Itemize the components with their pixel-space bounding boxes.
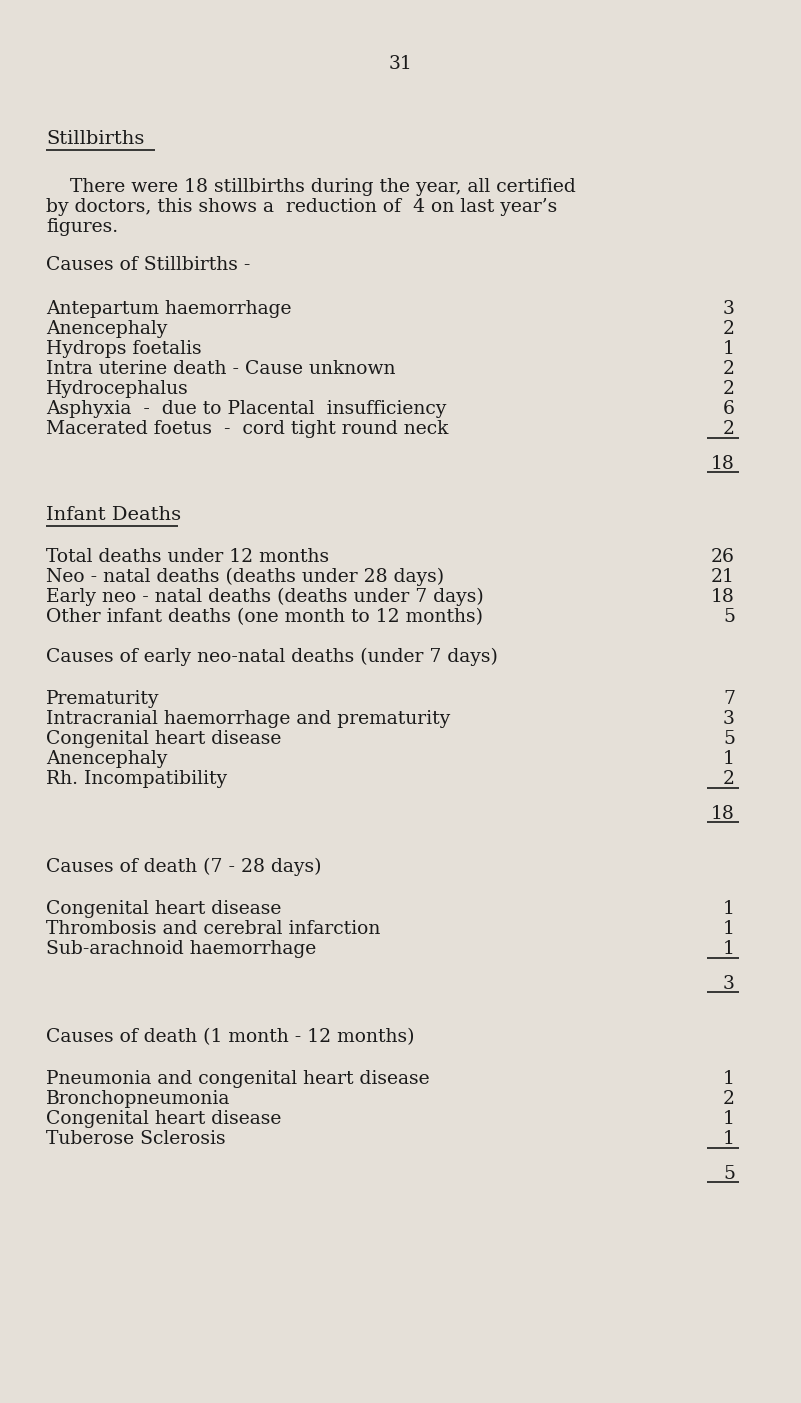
Text: Hydrocephalus: Hydrocephalus: [46, 380, 189, 398]
Text: 31: 31: [388, 55, 413, 73]
Text: 26: 26: [711, 549, 735, 565]
Text: 2: 2: [723, 361, 735, 377]
Text: Hydrops foetalis: Hydrops foetalis: [46, 340, 202, 358]
Text: Stillbirths: Stillbirths: [46, 130, 144, 147]
Text: 18: 18: [711, 588, 735, 606]
Text: Thrombosis and cerebral infarction: Thrombosis and cerebral infarction: [46, 920, 380, 939]
Text: Causes of early neo-natal deaths (under 7 days): Causes of early neo-natal deaths (under …: [46, 648, 498, 666]
Text: Intra uterine death - Cause unknown: Intra uterine death - Cause unknown: [46, 361, 396, 377]
Text: There were 18 stillbirths during the year, all certified: There were 18 stillbirths during the yea…: [46, 178, 576, 196]
Text: 18: 18: [711, 455, 735, 473]
Text: Sub-arachnoid haemorrhage: Sub-arachnoid haemorrhage: [46, 940, 316, 958]
Text: Congenital heart disease: Congenital heart disease: [46, 899, 281, 918]
Text: Early neo - natal deaths (deaths under 7 days): Early neo - natal deaths (deaths under 7…: [46, 588, 484, 606]
Text: Asphyxia  -  due to Placental  insufficiency: Asphyxia - due to Placental insufficienc…: [46, 400, 446, 418]
Text: 5: 5: [723, 607, 735, 626]
Text: 1: 1: [723, 1070, 735, 1087]
Text: Causes of death (7 - 28 days): Causes of death (7 - 28 days): [46, 859, 321, 877]
Text: 2: 2: [723, 1090, 735, 1108]
Text: 6: 6: [723, 400, 735, 418]
Text: 1: 1: [723, 340, 735, 358]
Text: Congenital heart disease: Congenital heart disease: [46, 1110, 281, 1128]
Text: Congenital heart disease: Congenital heart disease: [46, 730, 281, 748]
Text: 1: 1: [723, 920, 735, 939]
Text: 3: 3: [723, 710, 735, 728]
Text: by doctors, this shows a  reduction of  4 on last year’s: by doctors, this shows a reduction of 4 …: [46, 198, 557, 216]
Text: Other infant deaths (one month to 12 months): Other infant deaths (one month to 12 mon…: [46, 607, 483, 626]
Text: Intracranial haemorrhage and prematurity: Intracranial haemorrhage and prematurity: [46, 710, 450, 728]
Text: Anencephaly: Anencephaly: [46, 751, 167, 767]
Text: Pneumonia and congenital heart disease: Pneumonia and congenital heart disease: [46, 1070, 429, 1087]
Text: 3: 3: [723, 300, 735, 318]
Text: 2: 2: [723, 770, 735, 788]
Text: Tuberose Sclerosis: Tuberose Sclerosis: [46, 1129, 226, 1148]
Text: Causes of Stillbirths -: Causes of Stillbirths -: [46, 255, 251, 274]
Text: 2: 2: [723, 419, 735, 438]
Text: Neo - natal deaths (deaths under 28 days): Neo - natal deaths (deaths under 28 days…: [46, 568, 444, 586]
Text: 7: 7: [723, 690, 735, 709]
Text: 5: 5: [723, 1164, 735, 1183]
Text: Causes of death (1 month - 12 months): Causes of death (1 month - 12 months): [46, 1028, 414, 1047]
Text: 1: 1: [723, 751, 735, 767]
Text: Infant Deaths: Infant Deaths: [46, 506, 181, 523]
Text: 1: 1: [723, 1110, 735, 1128]
Text: 1: 1: [723, 899, 735, 918]
Text: 1: 1: [723, 940, 735, 958]
Text: 21: 21: [711, 568, 735, 586]
Text: Total deaths under 12 months: Total deaths under 12 months: [46, 549, 329, 565]
Text: 2: 2: [723, 320, 735, 338]
Text: 2: 2: [723, 380, 735, 398]
Text: Anencephaly: Anencephaly: [46, 320, 167, 338]
Text: 5: 5: [723, 730, 735, 748]
Text: 1: 1: [723, 1129, 735, 1148]
Text: figures.: figures.: [46, 217, 118, 236]
Text: 18: 18: [711, 805, 735, 824]
Text: Antepartum haemorrhage: Antepartum haemorrhage: [46, 300, 292, 318]
Text: Macerated foetus  -  cord tight round neck: Macerated foetus - cord tight round neck: [46, 419, 449, 438]
Text: Prematurity: Prematurity: [46, 690, 159, 709]
Text: Bronchopneumonia: Bronchopneumonia: [46, 1090, 231, 1108]
Text: 3: 3: [723, 975, 735, 993]
Text: Rh. Incompatibility: Rh. Incompatibility: [46, 770, 227, 788]
